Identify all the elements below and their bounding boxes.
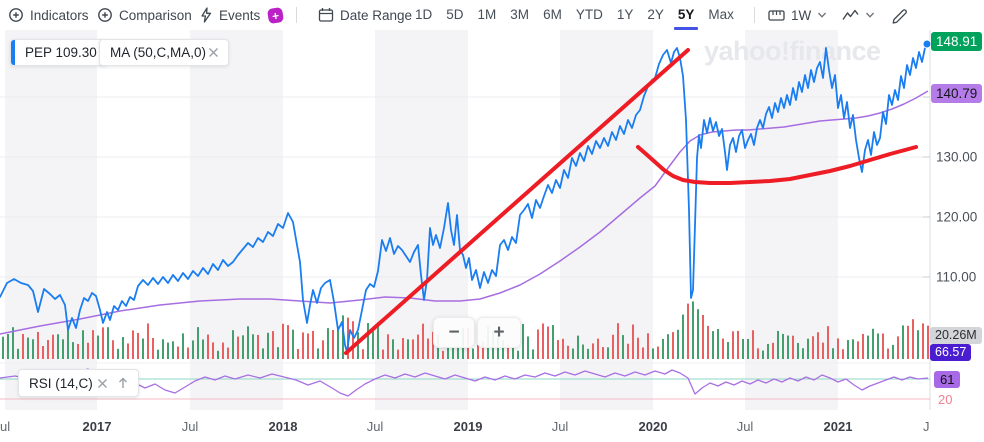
date-range-label: Date Range xyxy=(340,7,413,23)
active-range-underline xyxy=(674,27,699,30)
time-axis-label: 2019 xyxy=(453,419,483,434)
chart-toolbar: Indicators Comparison Events + Date Rang… xyxy=(0,0,984,30)
lightning-icon xyxy=(201,7,212,23)
time-axis-label: ul xyxy=(0,419,11,434)
time-axis-label: 2018 xyxy=(268,419,298,434)
rsi-label: RSI (14,C) xyxy=(29,375,93,391)
date-range-button[interactable]: Date Range xyxy=(318,0,412,30)
time-axis-label: Jul xyxy=(551,419,569,434)
events-label: Events xyxy=(219,7,261,23)
time-axis-label: Jul xyxy=(181,419,199,434)
interval-ruler-icon xyxy=(768,9,785,21)
range-button-3m[interactable]: 3M xyxy=(510,7,530,22)
interval-selector[interactable]: 1W xyxy=(768,0,827,30)
range-button-6m[interactable]: 6M xyxy=(543,7,562,22)
price-axis-label: 120.00 xyxy=(936,209,978,225)
last-price-badge: 148.91 xyxy=(931,32,983,51)
zoom-in-button[interactable]: + xyxy=(477,317,521,348)
close-icon[interactable] xyxy=(208,47,219,58)
line-chart-icon xyxy=(842,9,859,20)
volume-value-badge: 20.26M xyxy=(930,327,982,344)
zoom-controls: − + xyxy=(433,317,521,348)
range-button-1m[interactable]: 1M xyxy=(477,7,497,22)
draw-button[interactable] xyxy=(891,0,909,30)
price-axis-label: 130.00 xyxy=(936,149,978,165)
chart-type-selector[interactable] xyxy=(842,0,875,30)
pencil-icon xyxy=(892,9,907,24)
price-axis-label: 110.00 xyxy=(936,269,977,285)
close-icon[interactable] xyxy=(97,378,108,389)
time-axis-label: 2021 xyxy=(823,419,853,434)
time-axis-label: 2020 xyxy=(638,419,668,434)
interval-label: 1W xyxy=(791,7,812,23)
range-button-5y[interactable]: 5Y xyxy=(671,0,702,30)
toolbar-divider xyxy=(754,7,755,23)
move-pane-up-icon[interactable] xyxy=(117,377,129,389)
premium-badge-icon: + xyxy=(267,6,285,24)
indicators-label: Indicators xyxy=(30,7,89,23)
ma-value-badge: 140.79 xyxy=(931,84,983,103)
rsi-oversold-label: 20 xyxy=(938,392,953,407)
comparison-label: Comparison xyxy=(119,7,192,23)
plus-circle-icon xyxy=(9,8,23,22)
toolbar-divider xyxy=(296,7,297,23)
rsi-legend-pill[interactable]: RSI (14,C) xyxy=(18,369,139,397)
range-button-1y[interactable]: 1Y xyxy=(616,7,634,22)
symbol-price-label: PEP 109.30 xyxy=(25,45,97,60)
calendar-icon xyxy=(318,8,334,22)
time-axis-label: 2017 xyxy=(82,419,112,434)
symbol-legend-pill[interactable]: PEP 109.30 xyxy=(10,39,108,66)
time-axis-label: J xyxy=(923,419,930,434)
range-selector: 1D 5D 1M 3M 6M YTD 1Y 2Y 5Y Max xyxy=(408,0,741,30)
range-button-5d[interactable]: 5D xyxy=(446,7,464,22)
zoom-out-button[interactable]: − xyxy=(433,317,475,348)
plus-circle-icon xyxy=(98,8,112,22)
chevron-down-icon xyxy=(818,12,827,18)
chevron-down-icon xyxy=(866,12,874,18)
rsi-value-badge: 61 xyxy=(934,371,961,388)
range-button-2y[interactable]: 2Y xyxy=(647,7,664,22)
range-button-ytd[interactable]: YTD xyxy=(575,7,603,22)
indicators-button[interactable]: Indicators xyxy=(8,0,89,30)
range-button-max[interactable]: Max xyxy=(708,7,734,22)
yahoo-finance-watermark: yahoo!finance xyxy=(704,36,881,66)
time-axis-label: Jul xyxy=(736,419,754,434)
secondary-value-badge: 66.57 xyxy=(930,344,972,361)
comparison-button[interactable]: Comparison xyxy=(97,0,192,30)
time-axis-label: Jul xyxy=(366,419,384,434)
events-button[interactable]: Events + xyxy=(199,0,285,30)
series-color-bar xyxy=(11,40,15,65)
time-axis: ul 2017 Jul 2018 Jul 2019 Jul 2020 Jul 2021 J xyxy=(0,410,984,442)
ma-label: MA (50,C,MA,0) xyxy=(110,45,207,60)
range-button-1d[interactable]: 1D xyxy=(415,7,433,22)
ma-legend-pill[interactable]: MA (50,C,MA,0) xyxy=(99,39,230,66)
